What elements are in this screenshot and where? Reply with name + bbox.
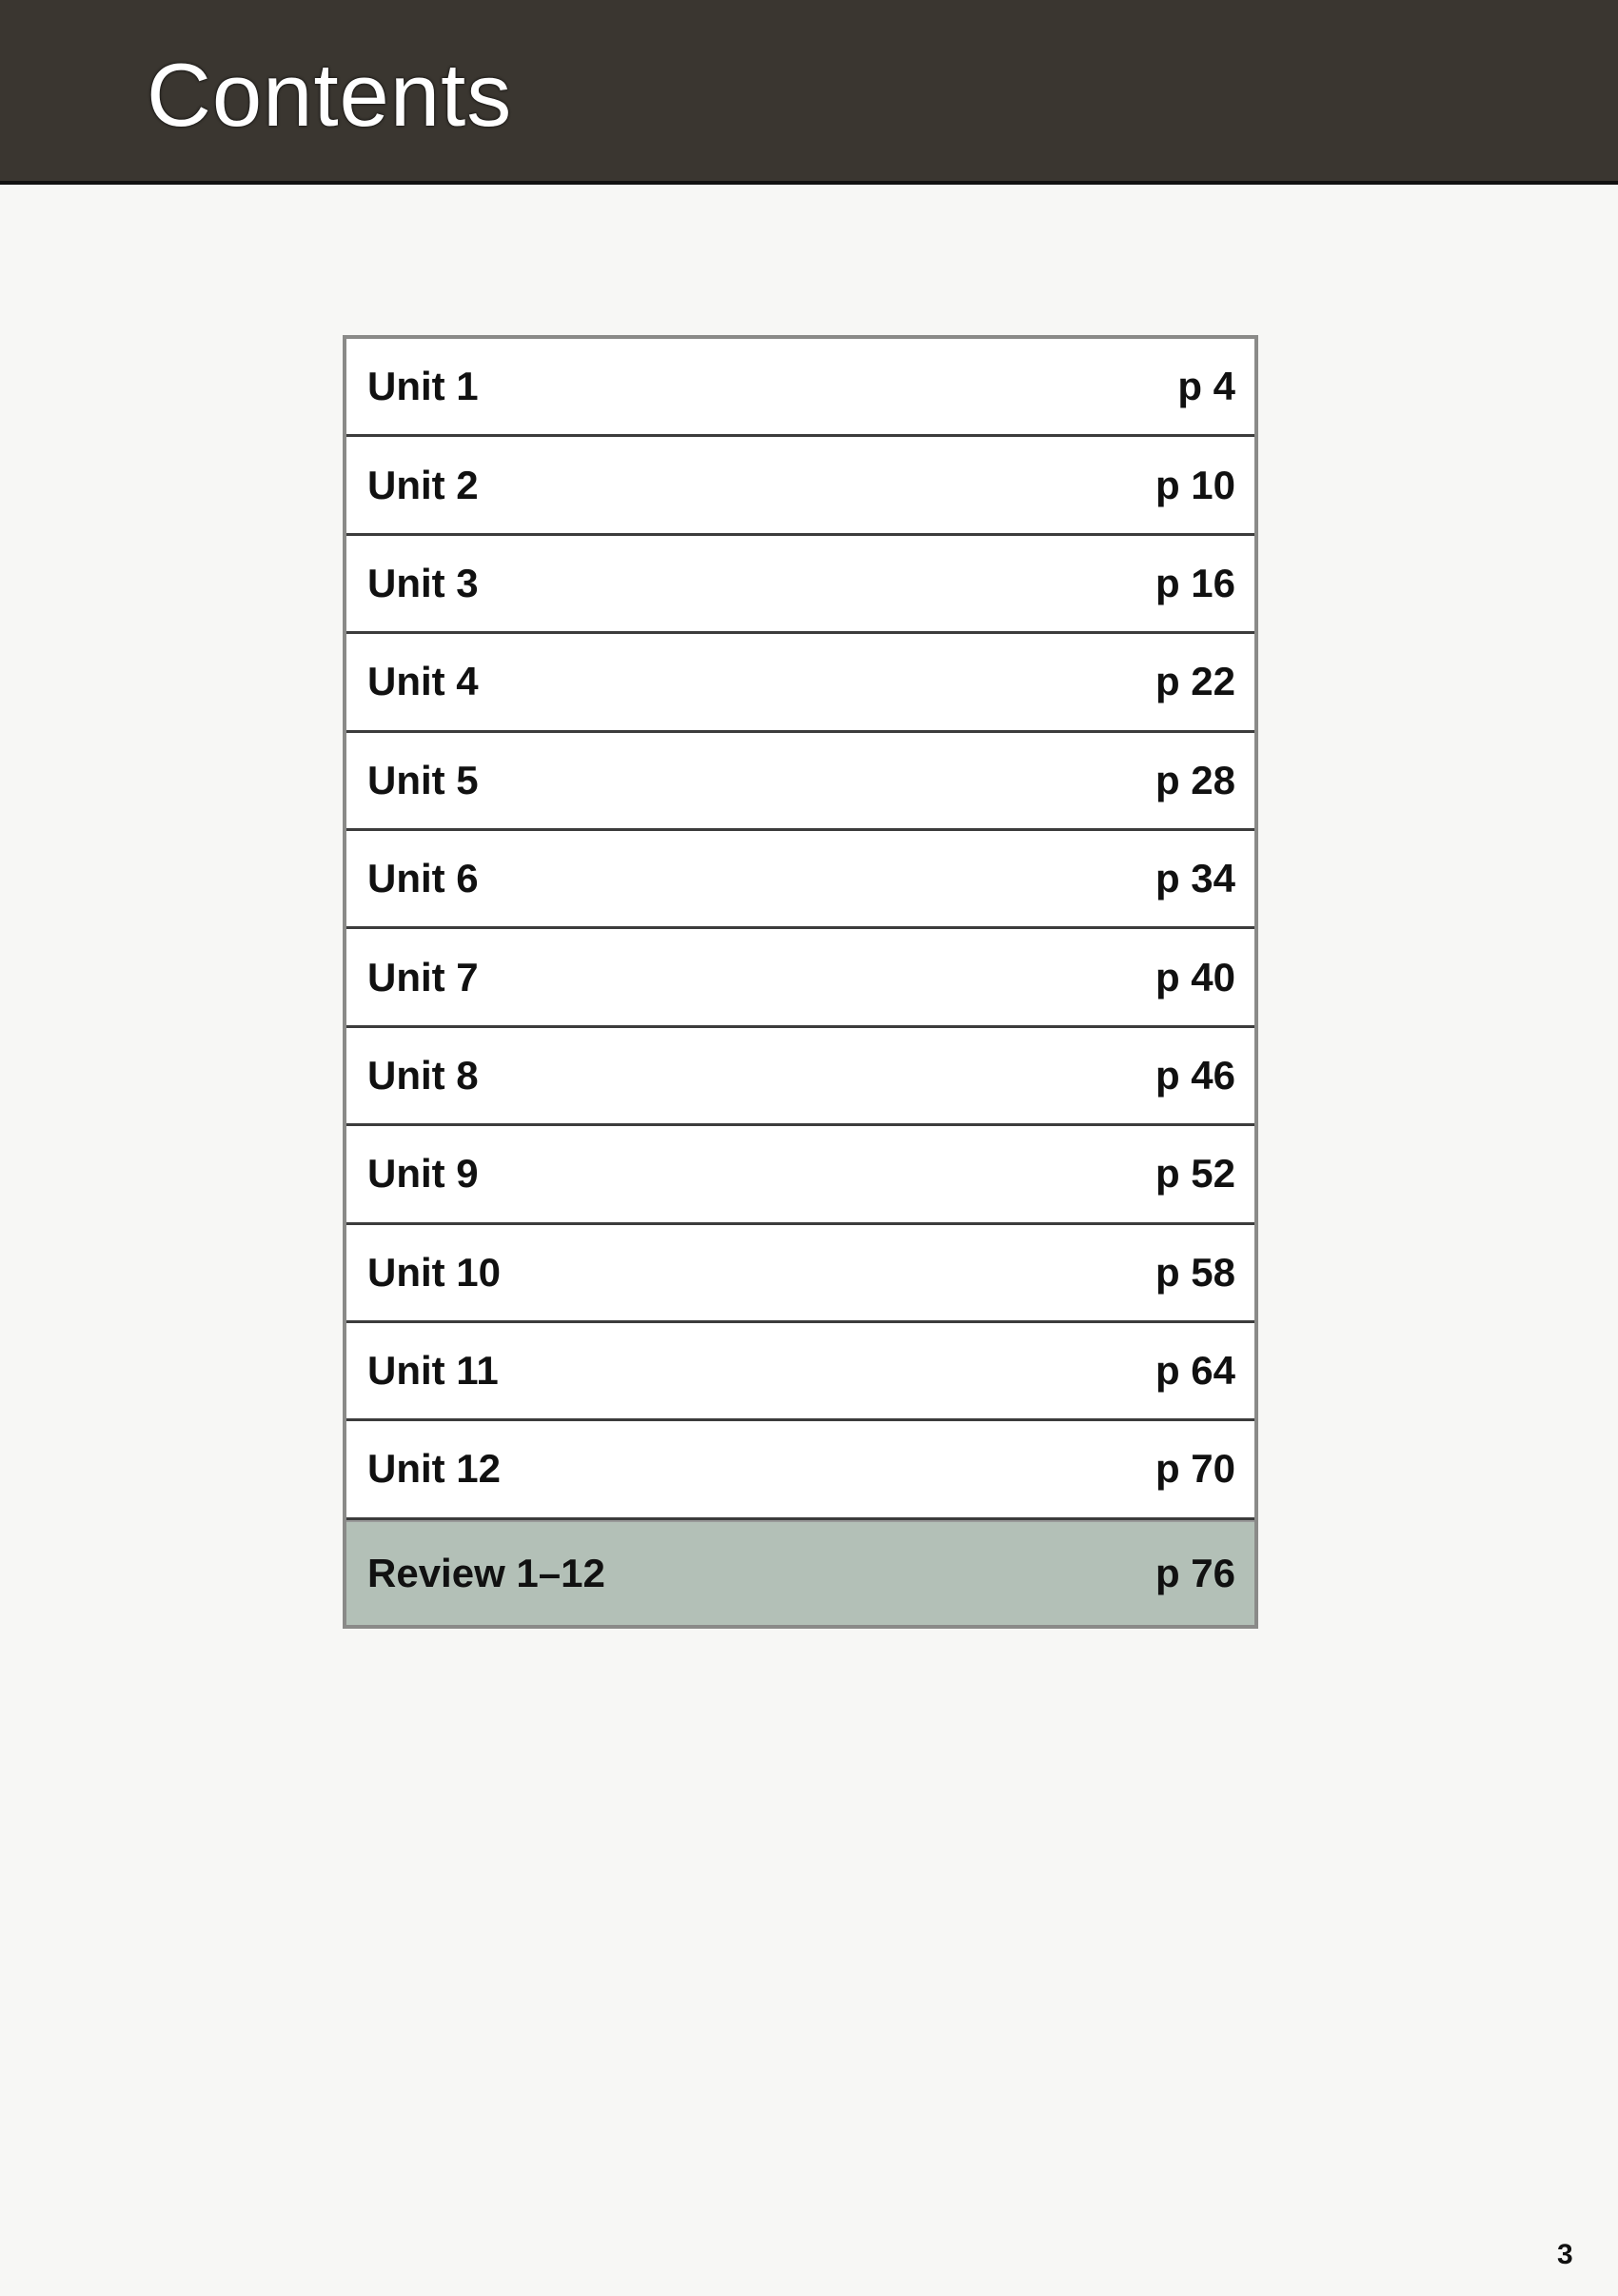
page-number: 3 xyxy=(1557,2239,1573,2270)
toc-label: Unit 1 xyxy=(367,364,479,409)
page-title: Contents xyxy=(147,45,513,145)
toc-label: Unit 8 xyxy=(367,1052,479,1098)
toc-page: p 76 xyxy=(1154,1550,1235,1595)
toc-row[interactable]: Unit 5 p 28 xyxy=(346,733,1254,831)
toc-row-review[interactable]: Review 1–12 p 76 xyxy=(346,1519,1254,1625)
toc-label: Unit 3 xyxy=(367,560,479,605)
toc-label: Review 1–12 xyxy=(367,1550,605,1595)
toc-row[interactable]: Unit 3 p 16 xyxy=(346,536,1254,635)
toc-page: p 22 xyxy=(1154,659,1235,704)
header-band: Contents xyxy=(0,0,1618,185)
toc-row[interactable]: Unit 1 p 4 xyxy=(346,339,1254,438)
toc-label: Unit 10 xyxy=(367,1249,502,1295)
toc-label: Unit 9 xyxy=(367,1151,479,1197)
toc-row[interactable]: Unit 9 p 52 xyxy=(346,1126,1254,1225)
toc-label: Unit 5 xyxy=(367,757,479,802)
toc-row[interactable]: Unit 12 p 70 xyxy=(346,1421,1254,1520)
toc-row[interactable]: Unit 10 p 58 xyxy=(346,1225,1254,1323)
toc-page: p 52 xyxy=(1154,1151,1235,1197)
toc-label: Unit 12 xyxy=(367,1446,502,1492)
toc-page: p 16 xyxy=(1154,560,1235,605)
toc-label: Unit 2 xyxy=(367,462,479,507)
toc-page: p 10 xyxy=(1154,462,1235,507)
toc-page: p 40 xyxy=(1154,954,1235,1000)
toc-label: Unit 7 xyxy=(367,954,479,1000)
toc-page: p 58 xyxy=(1154,1249,1235,1295)
toc-page: p 34 xyxy=(1154,856,1235,901)
toc-row[interactable]: Unit 7 p 40 xyxy=(346,929,1254,1028)
toc-page: p 28 xyxy=(1154,757,1235,802)
toc-label: Unit 4 xyxy=(367,659,479,704)
toc-label: Unit 6 xyxy=(367,856,479,901)
toc-page: p 70 xyxy=(1154,1446,1235,1492)
toc-row[interactable]: Unit 4 p 22 xyxy=(346,634,1254,733)
toc-page: p 64 xyxy=(1154,1348,1235,1394)
toc-row[interactable]: Unit 8 p 46 xyxy=(346,1028,1254,1127)
toc-page: p 46 xyxy=(1154,1052,1235,1098)
toc-page: p 4 xyxy=(1177,364,1235,409)
toc-row[interactable]: Unit 2 p 10 xyxy=(346,437,1254,536)
toc-label: Unit 11 xyxy=(367,1348,499,1394)
toc-row[interactable]: Unit 6 p 34 xyxy=(346,831,1254,930)
toc-row[interactable]: Unit 11 p 64 xyxy=(346,1323,1254,1422)
